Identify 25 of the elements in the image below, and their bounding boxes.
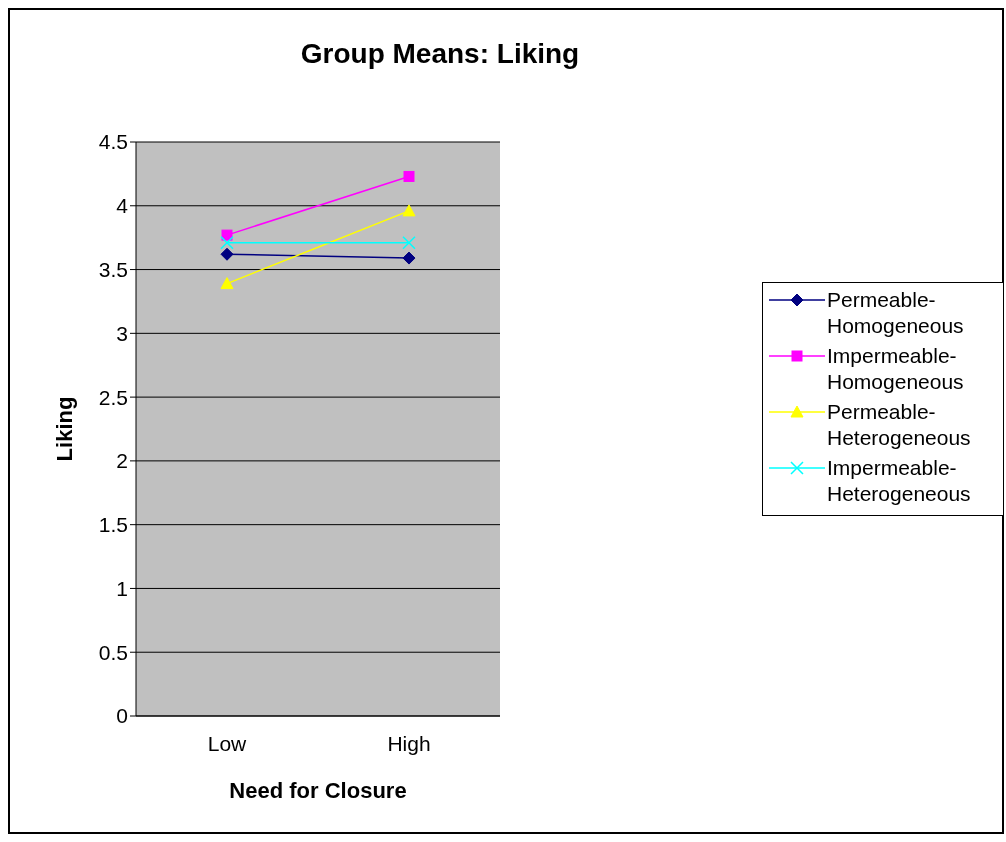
point — [220, 247, 234, 261]
y-tick-label: 2 — [116, 449, 128, 473]
x-axis-title: Need for Closure — [229, 777, 407, 803]
y-tick-label: 1.5 — [98, 513, 128, 537]
point — [402, 236, 416, 250]
y-tick-label: 0 — [116, 704, 128, 728]
x-tick-label: Low — [207, 731, 248, 755]
y-tick-label: 1 — [116, 576, 128, 600]
y-tick-label: 2.5 — [98, 385, 128, 409]
legend-label: Permeable-Homogeneous — [827, 287, 964, 339]
y-axis-title: Liking — [51, 396, 77, 462]
chart-title: Group Means: Liking — [299, 38, 581, 70]
point — [220, 236, 234, 250]
y-tick-label: 4.5 — [98, 130, 128, 154]
point — [221, 229, 233, 241]
y-tick-label: 4 — [116, 194, 129, 218]
y-tick-label: 3.5 — [98, 258, 128, 282]
y-tick-label: 3 — [116, 321, 128, 345]
point — [402, 251, 416, 265]
legend-label: Impermeable-Heterogeneous — [827, 455, 971, 507]
x-tick-label: High — [387, 731, 431, 755]
legend-label: Impermeable-Homogeneous — [827, 343, 964, 395]
y-tick-label: 0.5 — [98, 640, 128, 664]
legend-label: Permeable-Heterogeneous — [827, 399, 971, 451]
point — [403, 170, 415, 182]
